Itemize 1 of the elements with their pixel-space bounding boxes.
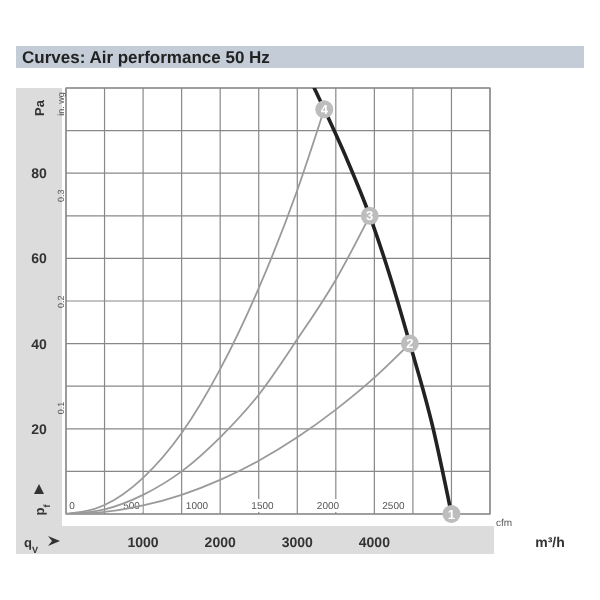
chart-title: Curves: Air performance 50 Hz bbox=[22, 47, 270, 67]
